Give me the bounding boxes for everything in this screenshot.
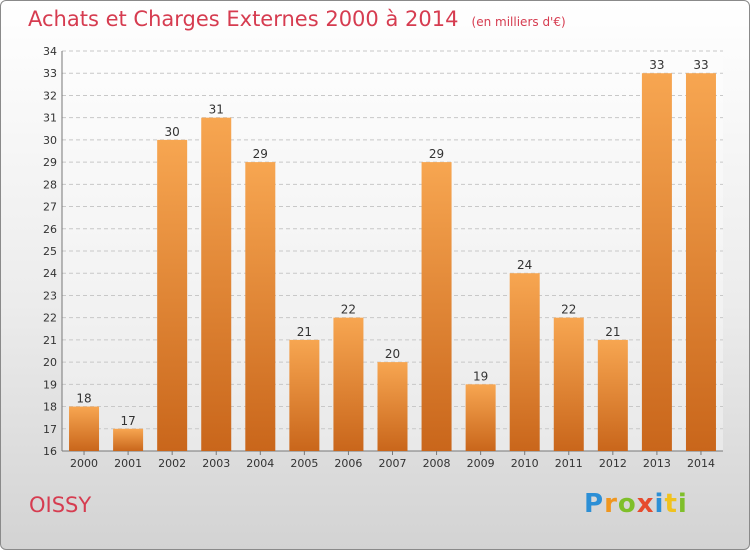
bar [289, 339, 320, 451]
x-tick-label: 2001 [114, 457, 142, 470]
y-tick-label: 34 [43, 45, 57, 58]
bar-value-label: 29 [253, 147, 268, 161]
bar-value-label: 33 [649, 58, 664, 72]
y-tick-label: 20 [43, 356, 57, 369]
y-tick-label: 28 [43, 178, 57, 191]
y-tick-label: 19 [43, 378, 57, 391]
bar-value-label: 29 [429, 147, 444, 161]
bar [377, 362, 408, 451]
x-tick-label: 2012 [599, 457, 627, 470]
bar-value-label: 20 [385, 347, 400, 361]
bar-value-label: 21 [605, 325, 620, 339]
bar-value-label: 22 [561, 303, 576, 317]
bar [421, 162, 452, 451]
bar [465, 384, 496, 451]
unit-label: (en milliers d'€) [471, 15, 566, 29]
bar-value-label: 24 [517, 258, 532, 272]
logo-letter: i [654, 489, 665, 519]
x-tick-label: 2008 [423, 457, 451, 470]
y-tick-label: 29 [43, 156, 57, 169]
y-tick-label: 27 [43, 201, 57, 214]
bar [69, 406, 100, 451]
logo-letter: o [617, 489, 637, 519]
bar-value-label: 30 [165, 125, 180, 139]
bar [245, 162, 276, 451]
bar [553, 317, 584, 451]
bar [597, 339, 628, 451]
x-tick-label: 2000 [70, 457, 98, 470]
logo-letter: x [636, 489, 655, 519]
logo-letter: P [584, 489, 605, 519]
x-tick-label: 2004 [246, 457, 274, 470]
commune-name: OISSY [29, 493, 92, 517]
bar-value-label: 22 [341, 303, 356, 317]
bar-value-label: 18 [76, 392, 91, 406]
logo-letter: i [677, 489, 688, 519]
x-tick-label: 2006 [334, 457, 362, 470]
bar-value-label: 17 [120, 414, 135, 428]
y-tick-label: 25 [43, 245, 57, 258]
x-tick-label: 2010 [511, 457, 539, 470]
chart-title: Achats et Charges Externes 2000 à 2014 (… [28, 7, 566, 31]
proxiti-logo: Proxiti [584, 489, 688, 519]
y-tick-label: 30 [43, 134, 57, 147]
bar [201, 117, 232, 452]
x-tick-label: 2013 [643, 457, 671, 470]
bar [157, 139, 188, 451]
chart-title-text: Achats et Charges Externes 2000 à 2014 [28, 7, 459, 31]
x-tick-label: 2005 [290, 457, 318, 470]
y-tick-label: 31 [43, 112, 57, 125]
y-tick-label: 22 [43, 312, 57, 325]
x-tick-label: 2011 [555, 457, 583, 470]
y-tick-label: 18 [43, 401, 57, 414]
y-tick-label: 33 [43, 67, 57, 80]
bar [641, 73, 672, 451]
bar-value-label: 31 [209, 103, 224, 117]
y-tick-label: 16 [43, 445, 57, 458]
x-tick-label: 2007 [379, 457, 407, 470]
bar [509, 273, 540, 451]
y-tick-label: 23 [43, 289, 57, 302]
bar [333, 317, 364, 451]
bar-value-label: 21 [297, 325, 312, 339]
y-tick-label: 17 [43, 423, 57, 436]
bar-value-label: 19 [473, 369, 488, 383]
bar [113, 428, 144, 451]
bar [685, 73, 716, 451]
x-tick-label: 2009 [467, 457, 495, 470]
x-tick-label: 2003 [202, 457, 230, 470]
y-tick-label: 32 [43, 89, 57, 102]
bar-value-label: 33 [693, 58, 708, 72]
x-tick-label: 2002 [158, 457, 186, 470]
logo-letter: r [604, 489, 618, 519]
logo-letter: t [664, 489, 678, 519]
y-tick-label: 26 [43, 223, 57, 236]
y-tick-label: 21 [43, 334, 57, 347]
y-tick-label: 24 [43, 267, 57, 280]
x-tick-label: 2014 [687, 457, 715, 470]
